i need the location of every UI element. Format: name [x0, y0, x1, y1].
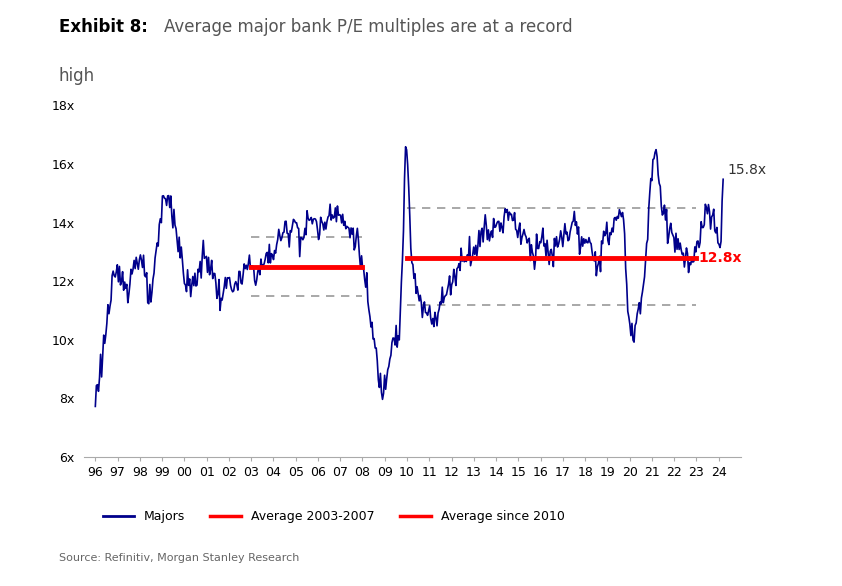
- Text: Exhibit 8:: Exhibit 8:: [0, 585, 1, 586]
- Text: Exhibit 8:: Exhibit 8:: [0, 585, 1, 586]
- Text: 15.8x: 15.8x: [727, 163, 767, 177]
- Text: Average major bank P/E multiples are at a record  high: Average major bank P/E multiples are at …: [0, 585, 1, 586]
- Text: Average major bank P/E multiples are at a record: Average major bank P/E multiples are at …: [164, 18, 573, 36]
- Text: Exhibit 8:: Exhibit 8:: [59, 18, 148, 36]
- Legend: Majors, Average 2003-2007, Average since 2010: Majors, Average 2003-2007, Average since…: [98, 505, 570, 528]
- Text: 12.8x: 12.8x: [699, 251, 742, 265]
- Text: Source: Refinitiv, Morgan Stanley Research: Source: Refinitiv, Morgan Stanley Resear…: [59, 553, 299, 563]
- Text: high: high: [59, 67, 95, 86]
